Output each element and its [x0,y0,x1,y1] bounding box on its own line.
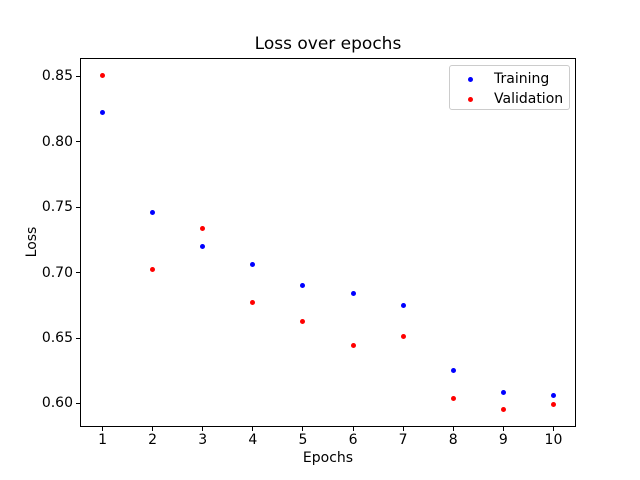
x-tick-label: 6 [348,432,358,448]
y-tick-mark [76,402,80,404]
x-tick-mark [102,427,104,431]
data-point-training-epoch-7 [400,302,406,308]
legend: Training Validation [449,65,570,110]
data-point-validation-epoch-8 [450,395,456,401]
data-point-validation-epoch-3 [200,225,206,231]
y-tick-mark [76,272,80,274]
data-point-training-epoch-10 [550,393,556,399]
x-tick-label: 1 [98,432,107,448]
data-point-training-epoch-3 [200,243,206,249]
y-tick-label: 0.75 [41,199,73,216]
legend-entry-validation: Validation [450,89,569,109]
x-tick-mark [402,427,404,431]
x-tick-mark [452,427,454,431]
x-tick-mark [152,427,154,431]
data-point-training-epoch-4 [250,262,256,268]
x-tick-mark [502,427,504,431]
x-tick-label: 10 [544,432,563,448]
y-tick-label: 0.85 [41,68,73,85]
plot-area [80,58,576,427]
data-point-validation-epoch-1 [100,72,106,78]
data-point-validation-epoch-7 [400,334,406,340]
legend-entry-training: Training [450,69,569,89]
y-tick-label: 0.65 [41,330,73,347]
data-point-validation-epoch-4 [250,300,256,306]
data-point-validation-epoch-5 [300,318,306,324]
legend-marker-training-icon [468,76,473,82]
y-tick-mark [76,75,80,77]
legend-marker-validation-icon [468,96,473,102]
x-tick-label: 7 [398,432,408,448]
data-point-training-epoch-9 [500,390,506,396]
x-tick-label: 2 [148,432,158,448]
y-tick-label: 0.70 [41,264,73,281]
chart-title: Loss over epochs [254,34,402,54]
data-point-training-epoch-8 [450,368,456,374]
legend-label-validation: Validation [494,91,564,107]
x-tick-label: 3 [198,432,208,448]
x-tick-label: 9 [498,432,508,448]
x-tick-label: 8 [448,432,458,448]
data-point-training-epoch-1 [100,110,106,116]
data-point-training-epoch-6 [350,291,356,297]
x-tick-mark [252,427,254,431]
x-tick-label: 5 [298,432,308,448]
data-point-validation-epoch-9 [500,407,506,413]
y-tick-mark [76,141,80,143]
data-point-training-epoch-5 [300,283,306,289]
y-tick-mark [76,206,80,208]
x-tick-label: 4 [248,432,258,448]
y-tick-label: 0.80 [41,133,73,150]
data-point-training-epoch-2 [150,209,156,215]
y-axis-label-text: Loss [24,226,40,258]
y-tick-mark [76,337,80,339]
data-point-validation-epoch-10 [550,402,556,408]
data-point-validation-epoch-2 [150,267,156,273]
legend-label-training: Training [494,71,550,87]
data-point-validation-epoch-6 [350,343,356,349]
y-tick-label: 0.60 [41,395,73,412]
x-tick-mark [352,427,354,431]
x-tick-mark [202,427,204,431]
x-tick-mark [302,427,304,431]
x-axis-label: Epochs [302,450,354,466]
x-tick-mark [552,427,554,431]
